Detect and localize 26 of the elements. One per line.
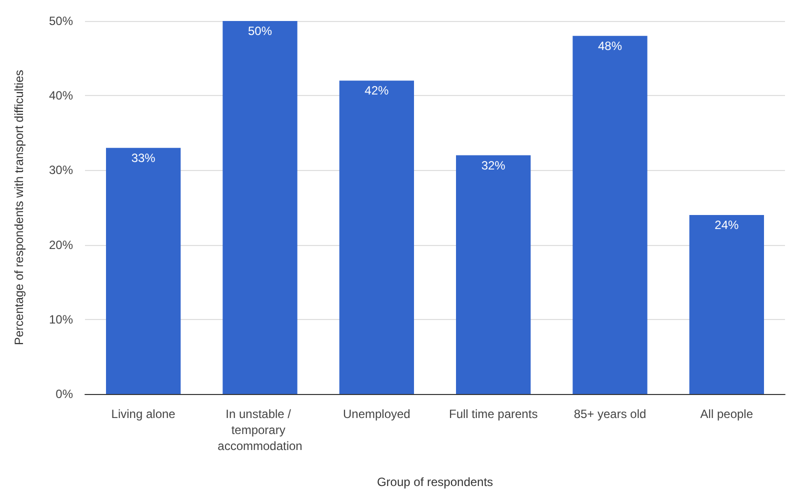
- y-tick-label: 40%: [48, 88, 74, 103]
- data-label: 50%: [248, 24, 272, 38]
- data-label: 48%: [598, 38, 622, 53]
- bar: [222, 21, 298, 394]
- bar: [339, 80, 414, 394]
- data-label: 33%: [131, 150, 156, 165]
- y-axis-title: Percentage of respondents with transport difficulties: [12, 70, 26, 346]
- y-tick-label: 0%: [56, 387, 74, 401]
- bar: [572, 36, 648, 394]
- bar: [456, 155, 531, 394]
- x-tick-label: Living alone: [111, 407, 176, 421]
- data-label: 32%: [481, 158, 506, 172]
- y-tick-label: 30%: [48, 163, 74, 178]
- data-label: 24%: [714, 218, 739, 232]
- x-tick-label: All people: [700, 407, 754, 421]
- bar: [106, 148, 181, 394]
- data-label: 42%: [364, 84, 389, 98]
- bar: [689, 214, 764, 394]
- x-tick-label: In unstable / temporary accommodation: [218, 407, 302, 453]
- x-axis-title: Group of respondents: [376, 475, 494, 489]
- x-tick-label: Full time parents: [448, 407, 538, 421]
- x-tick-label: Unemployed: [342, 407, 410, 421]
- y-tick-label: 10%: [48, 312, 74, 326]
- y-tick-label: 20%: [48, 238, 74, 252]
- x-tick-label: 85+ years old: [574, 407, 646, 421]
- y-tick-label: 50%: [48, 14, 74, 28]
